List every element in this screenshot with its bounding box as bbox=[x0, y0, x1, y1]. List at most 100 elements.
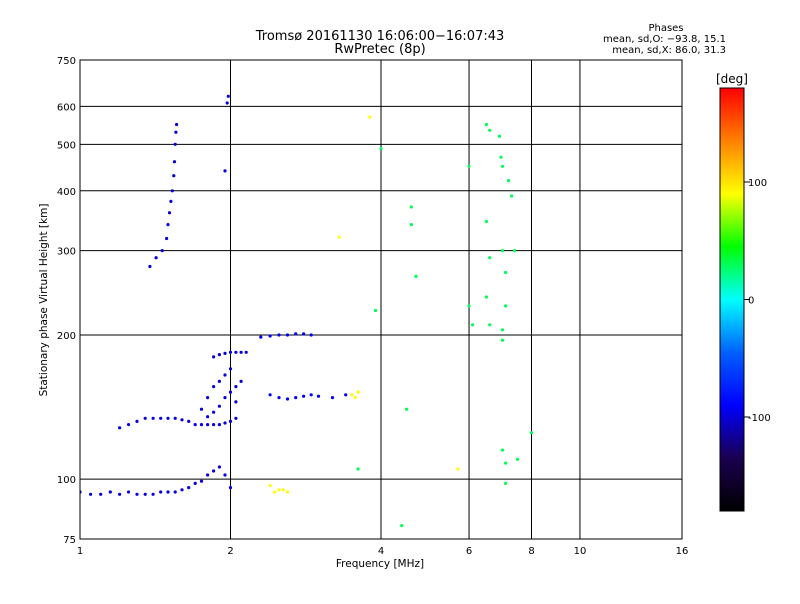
colorbar-label: [deg] bbox=[716, 72, 748, 86]
data-point bbox=[173, 490, 177, 494]
x-tick-label: 4 bbox=[378, 546, 384, 557]
data-point bbox=[212, 385, 216, 389]
data-point bbox=[414, 274, 418, 278]
data-point bbox=[206, 415, 210, 419]
chart-title: Tromsø 20161130 16:06:00−16:07:43 bbox=[255, 29, 505, 44]
data-point bbox=[180, 488, 184, 492]
data-point bbox=[504, 481, 508, 485]
data-point bbox=[330, 396, 335, 400]
data-point bbox=[344, 393, 348, 397]
data-point bbox=[212, 469, 216, 473]
data-point bbox=[226, 94, 230, 98]
data-point bbox=[228, 419, 233, 423]
data-point bbox=[234, 350, 238, 354]
data-point bbox=[484, 122, 488, 127]
data-point bbox=[135, 419, 139, 423]
data-point bbox=[199, 479, 204, 483]
y-tick-label: 200 bbox=[57, 331, 76, 342]
data-point bbox=[234, 416, 238, 420]
data-point bbox=[159, 490, 163, 494]
data-point bbox=[165, 236, 169, 241]
data-point bbox=[302, 332, 306, 336]
data-point bbox=[223, 373, 227, 377]
data-point bbox=[223, 351, 227, 355]
x-axis-label: Frequency [MHz] bbox=[336, 558, 424, 570]
data-point bbox=[212, 410, 216, 414]
x-tick-label: 6 bbox=[466, 546, 472, 557]
data-point bbox=[529, 431, 534, 435]
colorbar-tick-label: -100 bbox=[748, 413, 771, 424]
data-point bbox=[277, 488, 281, 492]
data-point bbox=[400, 524, 404, 528]
data-point bbox=[484, 295, 488, 299]
data-point bbox=[337, 235, 341, 239]
data-point bbox=[500, 249, 505, 253]
data-point bbox=[151, 416, 155, 420]
data-point bbox=[244, 350, 248, 354]
data-point bbox=[456, 467, 460, 471]
data-point bbox=[268, 483, 272, 488]
data-point bbox=[302, 394, 306, 398]
data-point bbox=[504, 461, 508, 465]
data-point bbox=[316, 394, 321, 398]
y-tick-label: 300 bbox=[57, 247, 76, 258]
data-point bbox=[173, 142, 177, 146]
data-point bbox=[206, 396, 210, 400]
data-point bbox=[217, 465, 221, 469]
data-point bbox=[294, 396, 298, 400]
colorbar-tick-label: 0 bbox=[748, 296, 754, 307]
data-point bbox=[409, 223, 413, 227]
data-point bbox=[273, 490, 277, 494]
data-point bbox=[217, 423, 221, 427]
data-point bbox=[89, 492, 93, 496]
data-point bbox=[166, 416, 170, 420]
y-tick-label: 75 bbox=[63, 535, 76, 546]
data-point bbox=[405, 407, 409, 411]
data-point bbox=[118, 492, 122, 496]
data-point bbox=[515, 457, 520, 461]
data-point bbox=[126, 490, 131, 494]
data-point bbox=[507, 179, 511, 183]
data-point bbox=[500, 448, 505, 452]
y-tick-label: 600 bbox=[57, 102, 76, 113]
data-point bbox=[187, 486, 191, 490]
data-point bbox=[187, 419, 191, 423]
y-tick-label: 750 bbox=[57, 56, 76, 67]
data-point bbox=[180, 418, 184, 422]
data-point bbox=[234, 385, 238, 389]
data-point bbox=[217, 379, 221, 383]
data-points bbox=[80, 94, 534, 528]
data-point bbox=[488, 256, 492, 260]
x-tick-label: 8 bbox=[528, 546, 534, 557]
data-point bbox=[143, 416, 147, 420]
y-axis-label: Stationary phase Virtual Height [km] bbox=[38, 204, 50, 397]
data-point bbox=[228, 390, 233, 394]
y-tick-label: 500 bbox=[57, 140, 76, 151]
data-point bbox=[160, 249, 164, 253]
colorbar-gradient bbox=[719, 87, 745, 512]
data-point bbox=[488, 128, 492, 132]
x-tick-label: 16 bbox=[676, 546, 689, 557]
data-point bbox=[99, 492, 103, 496]
data-point bbox=[379, 147, 383, 151]
data-point bbox=[409, 205, 413, 209]
data-point bbox=[488, 323, 492, 327]
x-tick-label: 2 bbox=[227, 546, 233, 557]
data-point bbox=[500, 328, 505, 332]
data-point bbox=[167, 211, 172, 215]
data-point bbox=[504, 304, 508, 308]
data-point bbox=[504, 270, 508, 275]
data-point bbox=[484, 219, 488, 224]
data-point bbox=[217, 353, 221, 357]
data-point bbox=[223, 396, 227, 400]
phases-heading: Phases bbox=[648, 23, 683, 34]
grid bbox=[80, 60, 682, 539]
data-point bbox=[277, 333, 281, 337]
data-point bbox=[239, 350, 243, 354]
data-point bbox=[500, 338, 505, 342]
data-point bbox=[174, 130, 178, 134]
data-point bbox=[212, 423, 216, 427]
colorbar: [deg] 100 0 -100 bbox=[716, 72, 771, 512]
